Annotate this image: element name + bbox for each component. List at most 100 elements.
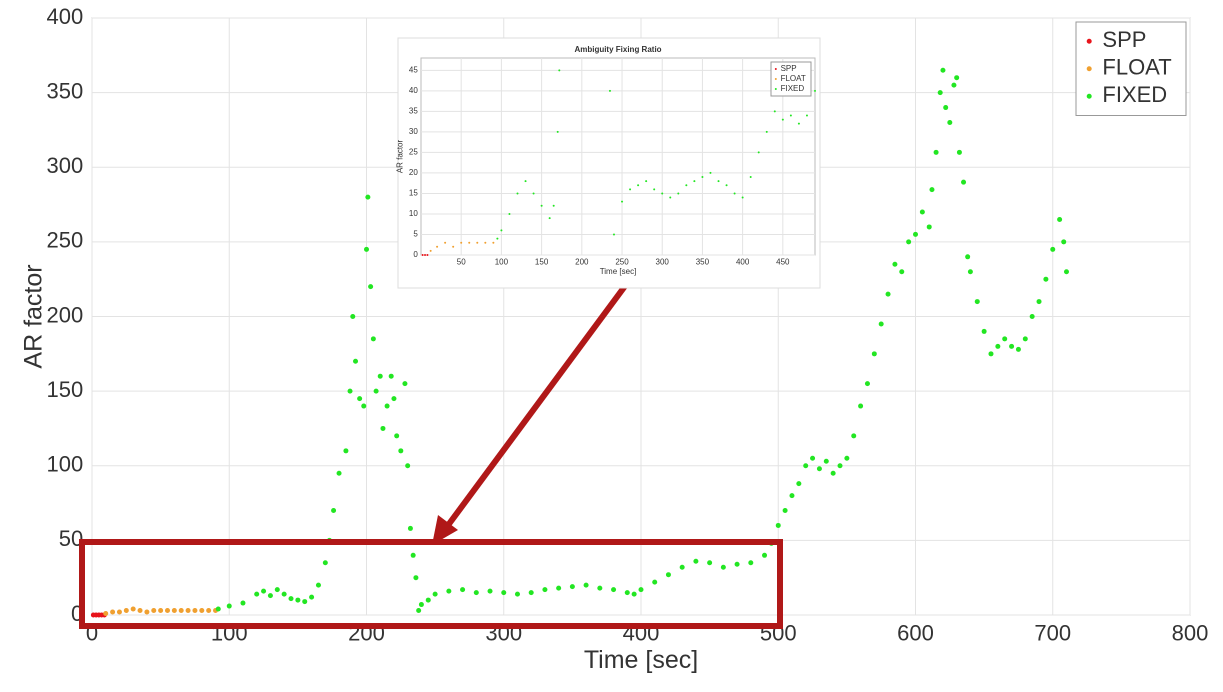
data-point [380,425,386,431]
data-point [782,508,788,514]
data-point [749,176,752,179]
data-point [261,588,267,594]
data-point [805,114,808,117]
data-point [707,560,713,566]
data-point [556,130,559,133]
data-point [878,321,884,327]
plot-area [420,57,816,256]
y-tick-label: 200 [46,302,83,327]
data-point [528,590,534,596]
data-point [665,572,671,578]
data-point [377,373,383,379]
data-point [501,590,507,596]
legend-label: SPP [1102,27,1146,52]
data-point [405,463,411,469]
data-point [709,171,712,174]
data-point [418,602,424,608]
data-point [899,269,905,275]
legend-label: FIXED [1102,82,1167,107]
data-point [373,388,379,394]
data-point [652,579,658,585]
data-point [468,241,471,244]
y-axis-label: AR factor [395,139,404,173]
data-point [353,358,359,364]
data-point [919,209,925,215]
data-point [226,603,232,609]
y-tick-label: 30 [409,127,418,136]
data-point [858,403,864,409]
data-point [733,192,736,195]
data-point [995,343,1001,349]
data-point [350,314,356,319]
data-point [725,184,728,187]
data-point [429,249,432,252]
data-point [720,564,726,570]
data-point [410,552,416,558]
data-point [391,396,397,402]
data-point [816,466,822,472]
data-point [370,336,376,342]
data-point [871,351,877,357]
data-point [357,396,363,402]
data-point [556,585,562,591]
highlight-box [79,539,783,629]
data-point [693,558,699,564]
data-point [532,192,535,195]
data-point [421,254,424,256]
data-point [741,196,744,199]
y-tick-label: 150 [46,377,83,402]
y-tick-label: 35 [409,106,418,115]
data-point [331,508,337,514]
data-point [569,584,575,590]
data-point [446,588,452,594]
data-point [398,448,404,454]
data-point [638,587,644,593]
data-point [473,590,479,596]
arrow-shaft [443,280,631,530]
data-point [621,200,624,203]
data-point [773,110,776,113]
arrow-head [432,515,458,545]
data-point [274,587,280,593]
x-tick-label: 200 [575,257,589,266]
data-point [631,591,637,597]
y-tick-label: 5 [413,230,418,239]
data-point [951,82,957,88]
data-point [653,188,656,191]
data-point [685,184,688,187]
data-point [1050,246,1056,252]
data-point [757,151,760,154]
data-point [1002,336,1008,342]
legend-label: FLOAT [781,74,806,83]
data-point [302,599,308,605]
data-point [164,608,170,614]
data-point [717,180,720,183]
data-point [913,231,918,237]
data-point [336,470,342,476]
data-point [1043,276,1049,282]
data-point [693,180,696,183]
data-point [315,582,321,588]
data-point [524,180,527,183]
data-point [1063,269,1069,275]
data-point [460,241,463,244]
data-point [516,192,519,195]
data-point [110,609,116,615]
data-point [611,587,617,593]
data-point [956,149,962,155]
x-tick-label: 600 [897,621,934,646]
data-point [444,241,447,244]
data-point [460,587,466,593]
y-tick-label: 15 [409,189,418,198]
data-point [885,291,891,297]
data-point [645,180,648,183]
data-point [508,212,511,215]
data-point [810,455,816,461]
data-point [796,481,802,487]
x-axis-label: Time [sec] [600,267,637,276]
data-point [789,114,792,117]
data-point [484,241,487,244]
data-point [192,608,198,614]
data-point [954,75,960,81]
data-point [612,233,615,236]
